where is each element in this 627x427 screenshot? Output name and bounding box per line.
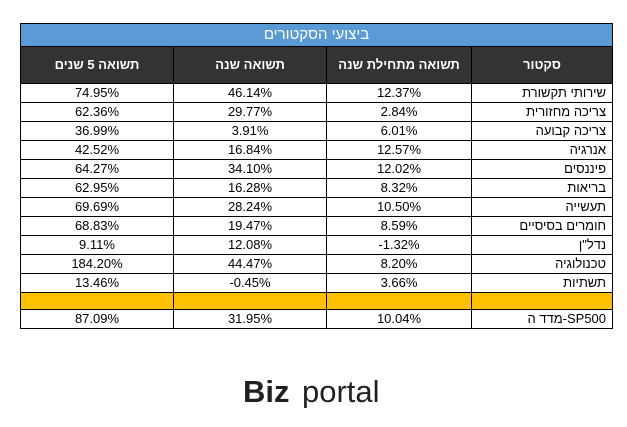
- cell-ytd: 12.02%: [326, 159, 472, 179]
- table-row: 9.11% 12.08% -1.32% נדל"ן: [20, 235, 614, 255]
- header-year: תשואה שנה: [173, 46, 327, 84]
- index-name: מדד ה-SP500: [470, 309, 614, 329]
- cell-ytd: 10.50%: [326, 197, 472, 217]
- cell-year: 16.28%: [173, 178, 327, 198]
- table-title: ביצועי הסקטורים: [19, 23, 614, 47]
- cell-ytd: 6.01%: [326, 121, 472, 141]
- logo-text-bold: Biz: [243, 374, 290, 408]
- table-body: 74.95% 46.14% 12.37% שירותי תקשורת 62.36% 29.…: [20, 83, 614, 293]
- table-row: 69.69% 28.24% 10.50% תעשייה: [20, 197, 614, 217]
- sector-performance-table-wrap: ביצועי הסקטורים תשואה 5 שנים תשואה שנה ת…: [19, 23, 614, 329]
- cell-five-year: 64.27%: [20, 159, 174, 179]
- header-ytd: תשואה מתחילת שנה: [326, 46, 472, 84]
- table-row: 36.99% 3.91% 6.01% צריכה קבועה: [20, 121, 614, 141]
- cell-five-year: 13.46%: [20, 273, 174, 293]
- cell-year: 29.77%: [173, 102, 327, 122]
- table-row: 74.95% 46.14% 12.37% שירותי תקשורת: [20, 83, 614, 103]
- cell-year: 46.14%: [173, 83, 327, 103]
- logo-text-light: portal: [302, 374, 380, 408]
- table-row: 42.52% 16.84% 12.57% אנרגיה: [20, 140, 614, 160]
- cell-ytd: 8.59%: [326, 216, 472, 236]
- bizportal-logo: Biz portal: [243, 374, 443, 409]
- header-sector: סקטור: [470, 46, 614, 84]
- table-row: 62.95% 16.28% 8.32% בריאות: [20, 178, 614, 198]
- index-row: 87.09% 31.95% 10.04% מדד ה-SP500: [20, 309, 614, 329]
- table-row: 184.20% 44.47% 8.20% טכנולוגיה: [20, 254, 614, 274]
- cell-sector: טכנולוגיה: [470, 254, 614, 274]
- cell-year: 3.91%: [173, 121, 327, 141]
- cell-five-year: 36.99%: [20, 121, 174, 141]
- cell-sector: תעשייה: [470, 197, 614, 217]
- separator-cell: [326, 292, 472, 310]
- cell-five-year: 68.83%: [20, 216, 174, 236]
- table-row: 13.46% -0.45% 3.66% תשתיות: [20, 273, 614, 293]
- table-row: 62.36% 29.77% 2.84% צריכה מחזורית: [20, 102, 614, 122]
- cell-ytd: 12.57%: [326, 140, 472, 160]
- cell-year: 19.47%: [173, 216, 327, 236]
- cell-sector: תשתיות: [470, 273, 614, 293]
- separator-cell: [20, 292, 174, 310]
- cell-five-year: 62.95%: [20, 178, 174, 198]
- cell-year: 34.10%: [173, 159, 327, 179]
- cell-sector: חומרים בסיסיים: [470, 216, 614, 236]
- cell-five-year: 74.95%: [20, 83, 174, 103]
- separator-cell: [173, 292, 327, 310]
- cell-sector: אנרגיה: [470, 140, 614, 160]
- index-year: 31.95%: [173, 309, 327, 329]
- cell-sector: פיננסים: [470, 159, 614, 179]
- cell-year: -0.45%: [173, 273, 327, 293]
- cell-ytd: 8.32%: [326, 178, 472, 198]
- cell-sector: צריכה קבועה: [470, 121, 614, 141]
- cell-ytd: -1.32%: [326, 235, 472, 255]
- cell-ytd: 12.37%: [326, 83, 472, 103]
- cell-sector: צריכה מחזורית: [470, 102, 614, 122]
- table-row: 68.83% 19.47% 8.59% חומרים בסיסיים: [20, 216, 614, 236]
- sector-performance-table: ביצועי הסקטורים תשואה 5 שנים תשואה שנה ת…: [19, 23, 614, 329]
- cell-year: 28.24%: [173, 197, 327, 217]
- cell-ytd: 3.66%: [326, 273, 472, 293]
- cell-sector: בריאות: [470, 178, 614, 198]
- index-five-year: 87.09%: [20, 309, 174, 329]
- cell-year: 44.47%: [173, 254, 327, 274]
- cell-year: 12.08%: [173, 235, 327, 255]
- cell-sector: שירותי תקשורת: [470, 83, 614, 103]
- bizportal-logo-mark: Biz portal: [243, 374, 380, 409]
- cell-ytd: 8.20%: [326, 254, 472, 274]
- index-ytd: 10.04%: [326, 309, 472, 329]
- separator-row: [20, 292, 614, 310]
- cell-five-year: 9.11%: [20, 235, 174, 255]
- cell-five-year: 42.52%: [20, 140, 174, 160]
- cell-sector: נדל"ן: [470, 235, 614, 255]
- table-row: 64.27% 34.10% 12.02% פיננסים: [20, 159, 614, 179]
- cell-five-year: 62.36%: [20, 102, 174, 122]
- cell-five-year: 184.20%: [20, 254, 174, 274]
- header-five-year: תשואה 5 שנים: [20, 46, 174, 84]
- cell-five-year: 69.69%: [20, 197, 174, 217]
- cell-year: 16.84%: [173, 140, 327, 160]
- separator-cell: [470, 292, 614, 310]
- cell-ytd: 2.84%: [326, 102, 472, 122]
